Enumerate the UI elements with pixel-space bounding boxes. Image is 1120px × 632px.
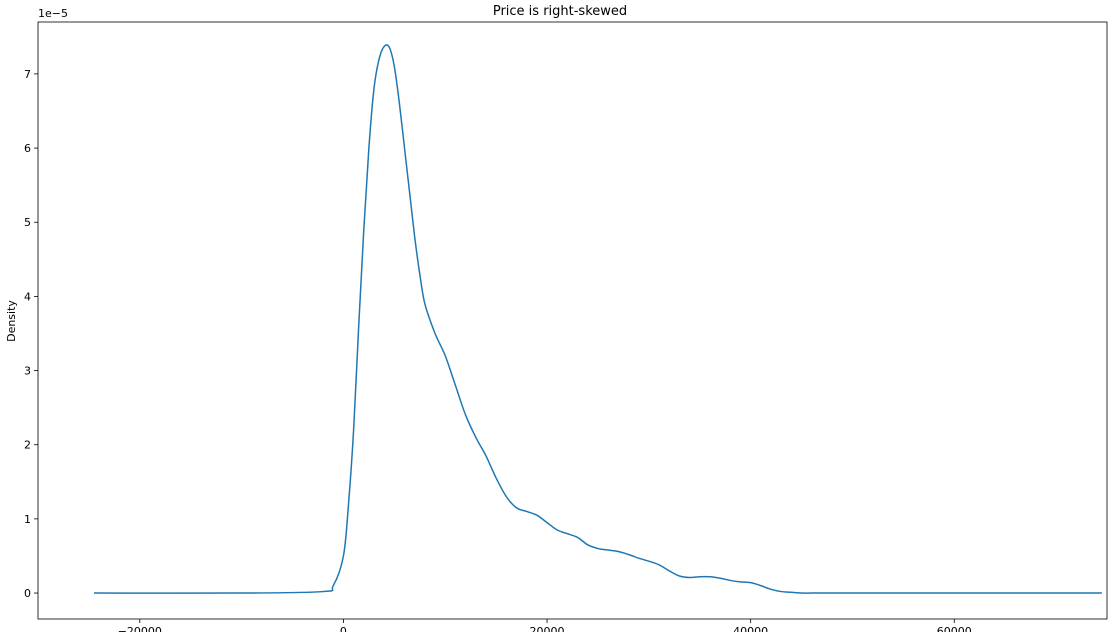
x-axis-ticks: −20000 0 20000 40000 60000 [118,619,972,632]
y-tick-label: 4 [24,290,31,303]
y-tick-label: 6 [24,142,31,155]
density-series-line [93,44,1102,594]
y-tick-label: 7 [24,68,31,81]
x-tick-label: 60000 [937,625,972,632]
x-tick-label: 0 [340,625,347,632]
y-tick-label: 5 [24,216,31,229]
series-layer [93,44,1102,594]
x-tick-label: 40000 [733,625,768,632]
y-tick-label: 2 [24,439,31,452]
x-tick-label: 20000 [530,625,565,632]
y-axis-ticks: 0 1 2 3 4 5 6 7 [24,68,38,600]
chart-title: Price is right-skewed [493,4,627,19]
plot-frame [37,21,1108,620]
y-scale-label: 1e−5 [38,7,68,20]
y-tick-label: 3 [24,365,31,378]
y-tick-label: 0 [24,587,31,600]
x-tick-label: −20000 [118,625,162,632]
y-axis-label: Density [5,300,18,342]
y-tick-label: 1 [24,513,31,526]
